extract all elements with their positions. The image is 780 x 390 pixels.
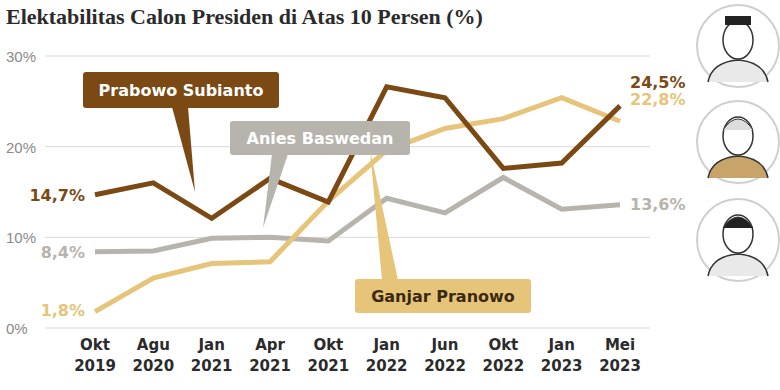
x-tick-label-part: Okt (488, 336, 518, 354)
portrait (697, 101, 779, 183)
x-tick-label: Jan 2023 (541, 336, 583, 375)
x-tick-label-part: Jan (197, 336, 224, 354)
annotation-box (355, 279, 531, 313)
portrait-frame (697, 5, 779, 87)
y-tick-label: 10% (6, 229, 36, 246)
portrait (697, 199, 779, 281)
title: Elektabilitas Calon Presiden di Atas 10 … (6, 4, 483, 29)
grid-line (45, 328, 650, 329)
portrait-hair (723, 217, 753, 228)
portrait-hair (723, 119, 753, 130)
x-tick-label-part: 2023 (541, 357, 583, 375)
x-tick-label-part: 2022 (482, 357, 524, 375)
x-tick-label: Okt 2021 (307, 336, 349, 375)
x-tick-label-part: 2019 (74, 357, 116, 375)
data-label: 24,5% (630, 73, 686, 92)
x-tick-label: Jan 2022 (366, 336, 408, 375)
x-tick-label-part: 2021 (307, 357, 349, 375)
x-tick-label-part: Okt (80, 336, 110, 354)
portrait-body (708, 60, 768, 82)
x-tick-label-part: Jan (372, 336, 399, 354)
x-tick-label-part: 2022 (424, 357, 466, 375)
portrait-head (723, 117, 753, 155)
x-tick-label-part: 2021 (191, 357, 233, 375)
y-tick-label: 20% (6, 139, 36, 156)
data-label: 14,7% (29, 186, 85, 205)
series-name: Ganjar Pranowo (371, 287, 515, 306)
x-tick-label: Jun 2022 (424, 336, 466, 375)
portrait-body (708, 254, 768, 276)
x-tick-label: Agu 2020 (132, 336, 174, 375)
data-label: 8,4% (41, 243, 85, 262)
x-tick-label-part: 2023 (599, 357, 641, 375)
portrait-body (708, 156, 768, 178)
portrait-frame (697, 199, 779, 281)
x-tick-label: Okt 2019 (74, 336, 116, 375)
annotation-pointer (172, 107, 195, 192)
x-tick-label: Mei 2023 (599, 336, 641, 375)
data-label: 13,6% (630, 195, 686, 214)
portrait-cap (725, 16, 751, 25)
x-tick-label-part: Okt (313, 336, 343, 354)
grid-line (45, 56, 650, 57)
x-tick-label-part: Jan (547, 336, 574, 354)
x-tick-label-part: Jun (431, 336, 459, 354)
x-tick-label-part: 2021 (249, 357, 291, 375)
x-tick-label-part: Mei (605, 336, 635, 354)
portrait (697, 5, 779, 87)
x-tick-label-part: 2022 (366, 357, 408, 375)
data-label: 1,8% (41, 301, 85, 320)
annotation-pointer (263, 154, 288, 228)
x-tick-label-part: Apr (255, 336, 285, 354)
lines (95, 87, 620, 312)
portrait-frame (697, 101, 779, 183)
x-tick-label: Jan 2021 (191, 336, 233, 375)
series-name: Prabowo Subianto (99, 81, 264, 100)
y-tick-label: 30% (6, 48, 36, 65)
annotation-pointer (370, 150, 398, 280)
portrait-head (723, 21, 753, 59)
x-tick-label: Apr 2021 (249, 336, 291, 375)
series-line (95, 178, 620, 252)
x-tick-label: Okt 2022 (482, 336, 524, 375)
data-label: 22,8% (630, 90, 686, 109)
x-tick-label-part: Agu (137, 336, 170, 354)
annotation-box (83, 72, 279, 108)
annotation-box (230, 121, 410, 155)
portrait-head (723, 215, 753, 253)
grid-line (45, 237, 650, 238)
x-tick-label-part: 2020 (132, 357, 174, 375)
series-name: Anies Baswedan (247, 129, 394, 148)
y-tick-label: 0% (6, 320, 28, 337)
chart: Elektabilitas Calon Presiden di Atas 10 … (0, 0, 780, 390)
